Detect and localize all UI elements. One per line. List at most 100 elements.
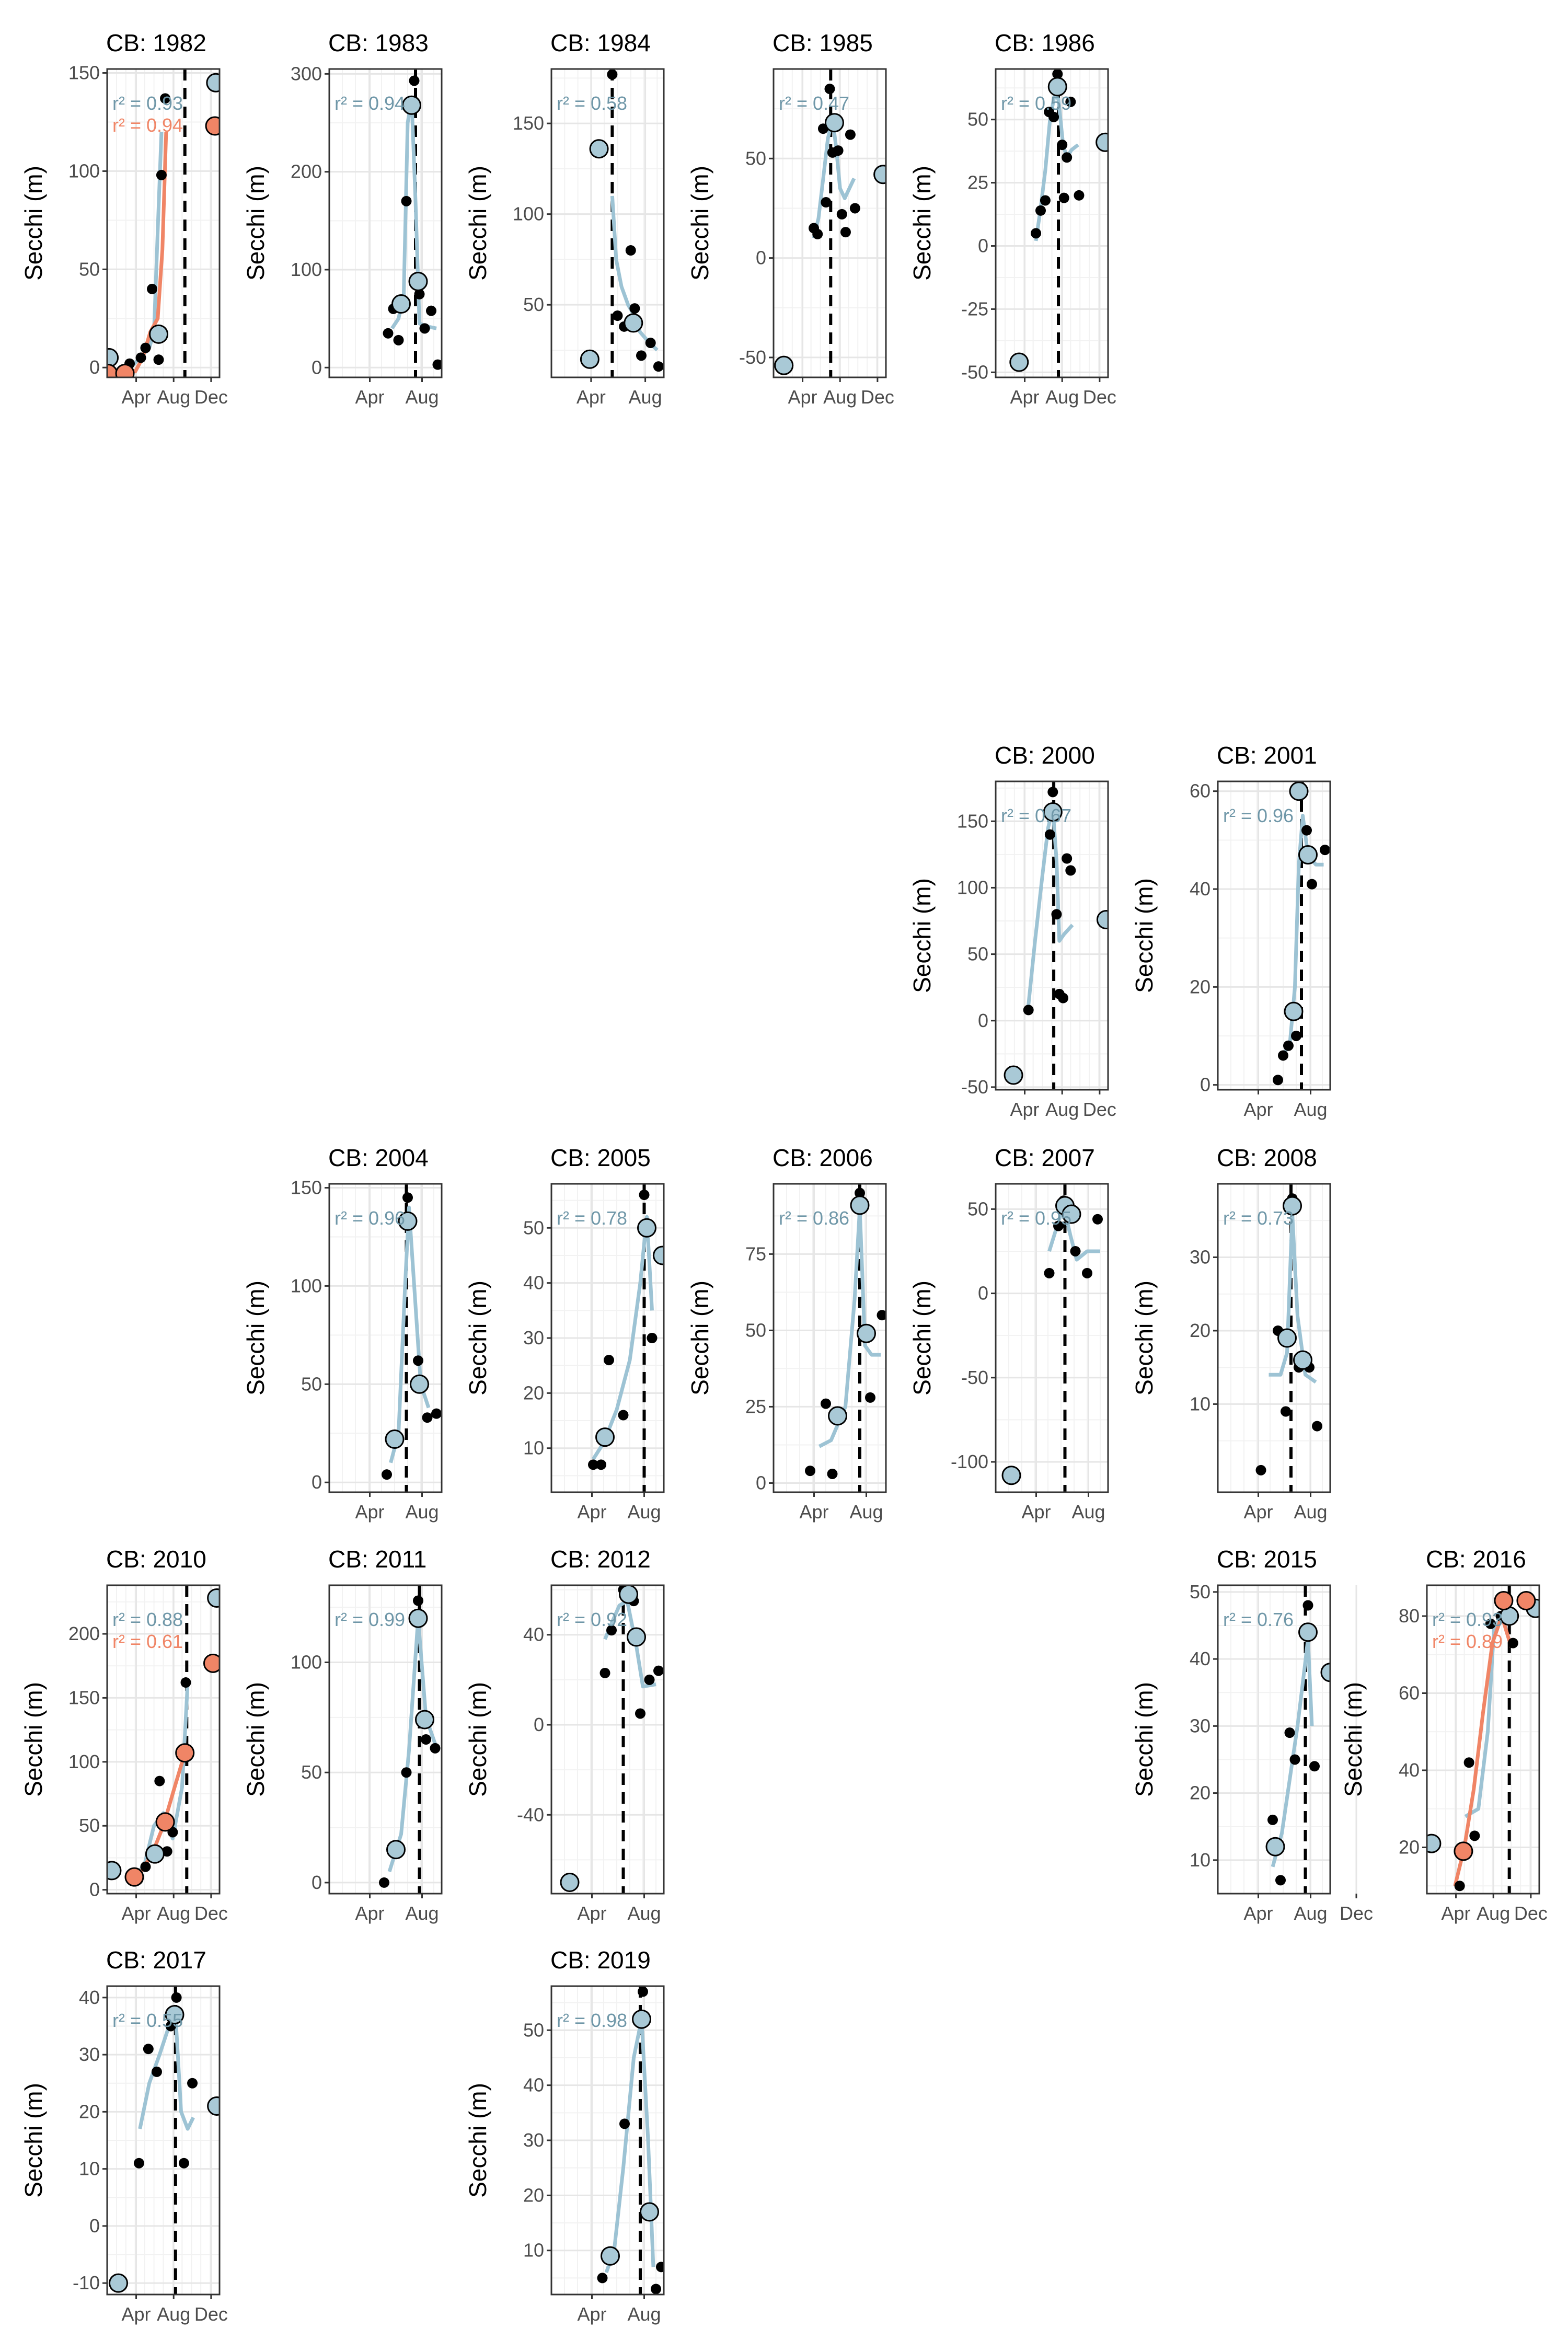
y-tick-label: 0 [312, 356, 322, 378]
y-axis-title: Secchi (m) [464, 166, 491, 281]
highlight-point-blue [1001, 1466, 1021, 1485]
r2-label: r² = 0.78 [557, 1207, 627, 1229]
y-tick-label: 50 [79, 1815, 100, 1836]
plot-area [383, 69, 442, 377]
x-tick-label: Aug [627, 2303, 661, 2325]
x-tick-label: Apr [1010, 1099, 1040, 1120]
data-point [140, 342, 151, 353]
data-point [1053, 1220, 1064, 1231]
data-point [154, 1775, 165, 1786]
y-tick-label: 300 [291, 63, 322, 84]
data-point [431, 1408, 442, 1419]
data-point [1278, 1050, 1288, 1061]
highlight-point-blue [1265, 1837, 1285, 1857]
y-tick-label: 0 [534, 1714, 544, 1735]
y-axis-title: Secchi (m) [464, 2083, 491, 2198]
fit-line-blue [390, 96, 437, 330]
r2-label: r² = 0.76 [1223, 1609, 1294, 1630]
panel: r² = 0.95 -100 -50 0 50 Apr Aug CB: 2007 Secchi … [908, 1144, 1109, 1523]
y-tick-label: 50 [301, 1761, 322, 1783]
y-tick-label: 10 [523, 2240, 544, 2261]
panel-title: CB: 2005 [550, 1144, 651, 1171]
panel-title: CB: 2015 [1217, 1546, 1317, 1573]
data-point [401, 1767, 412, 1778]
highlight-point-blue [828, 1406, 847, 1426]
data-point [845, 129, 856, 140]
y-tick-label: 75 [745, 1243, 766, 1264]
data-point [606, 1625, 617, 1636]
data-point [153, 354, 164, 365]
highlight-point-blue [149, 324, 169, 344]
y-tick-label: 50 [745, 147, 766, 169]
y-tick-label: 100 [513, 203, 544, 225]
plot-area [774, 69, 886, 377]
highlight-point-blue [109, 2273, 128, 2293]
y-axis-title: Secchi (m) [908, 166, 936, 281]
x-tick-label: Aug [1294, 1903, 1327, 1924]
y-tick-label: 50 [523, 294, 544, 315]
y-tick-label: 100 [68, 1751, 100, 1772]
panel-frame [1217, 780, 1331, 1091]
data-point [1040, 195, 1051, 206]
data-point [1485, 1618, 1496, 1629]
panel-frame [773, 1183, 887, 1493]
data-point [1507, 1638, 1518, 1648]
x-tick-label: Apr [355, 1903, 384, 1924]
y-tick-label: 10 [79, 2158, 100, 2180]
y-tick-label: 60 [1399, 1682, 1420, 1704]
data-point [1307, 879, 1317, 890]
y-tick-label: 0 [312, 1471, 322, 1493]
y-axis-title: Secchi (m) [242, 1682, 269, 1797]
highlight-point-blue [107, 1861, 122, 1881]
y-axis-title: Secchi (m) [1131, 1682, 1158, 1797]
x-tick-label: Aug [1477, 1903, 1510, 1924]
data-point [383, 328, 394, 339]
y-tick-label: 150 [68, 1687, 100, 1708]
data-point [618, 1410, 629, 1421]
panel-frame [106, 1985, 221, 2296]
panel-frame [1217, 1183, 1331, 1493]
y-tick-label: 100 [957, 877, 988, 898]
y-tick-label: 50 [745, 1319, 766, 1341]
data-point [151, 2066, 162, 2077]
x-tick-label: Apr [355, 386, 384, 408]
data-point [1035, 205, 1046, 216]
data-point [1058, 192, 1069, 203]
highlight-point-blue [637, 1218, 656, 1238]
y-axis-title: Secchi (m) [20, 166, 47, 281]
y-tick-label: 0 [1200, 1074, 1210, 1096]
panel-title: CB: 2006 [773, 1144, 873, 1171]
y-tick-label: 10 [523, 1437, 544, 1459]
panel: r² = 0.59 -50 -25 0 25 50 Apr Aug Dec CB: 1986 Sec… [908, 29, 1116, 408]
panel: r² = 0.78 10 20 30 40 50 Apr Aug CB: 2005 Secchi … [464, 1144, 665, 1523]
highlight-point-blue [1298, 1622, 1318, 1642]
highlight-point-blue [653, 1246, 664, 1265]
highlight-point-orange [107, 363, 118, 377]
data-point [178, 2158, 189, 2169]
data-point [651, 2284, 661, 2295]
x-tick-label: Dec [194, 2303, 228, 2325]
data-point [1057, 140, 1068, 151]
y-tick-label: 20 [523, 1382, 544, 1403]
x-tick-label: Aug [405, 386, 439, 408]
data-point [1065, 96, 1076, 107]
data-point [426, 305, 436, 316]
data-point [382, 1469, 392, 1480]
data-point [1074, 190, 1085, 201]
y-tick-label: 0 [89, 2215, 100, 2236]
y-tick-label: 25 [745, 1396, 766, 1417]
y-tick-label: 40 [79, 1987, 100, 2008]
data-point [607, 69, 618, 80]
x-tick-label: Apr [1442, 1903, 1471, 1924]
x-tick-label: Apr [1243, 1099, 1273, 1120]
panel: r² = 0.96 0 50 100 150 Apr Aug CB: 2004 Secchi (… [242, 1144, 443, 1523]
y-axis-title: Secchi (m) [242, 166, 269, 281]
panel-title: CB: 1986 [995, 29, 1095, 56]
x-tick-label: Apr [577, 386, 606, 408]
data-point [1058, 993, 1068, 1004]
y-tick-label: 50 [967, 109, 988, 130]
highlight-point-blue [1009, 352, 1029, 372]
y-tick-label: 0 [312, 1872, 322, 1893]
